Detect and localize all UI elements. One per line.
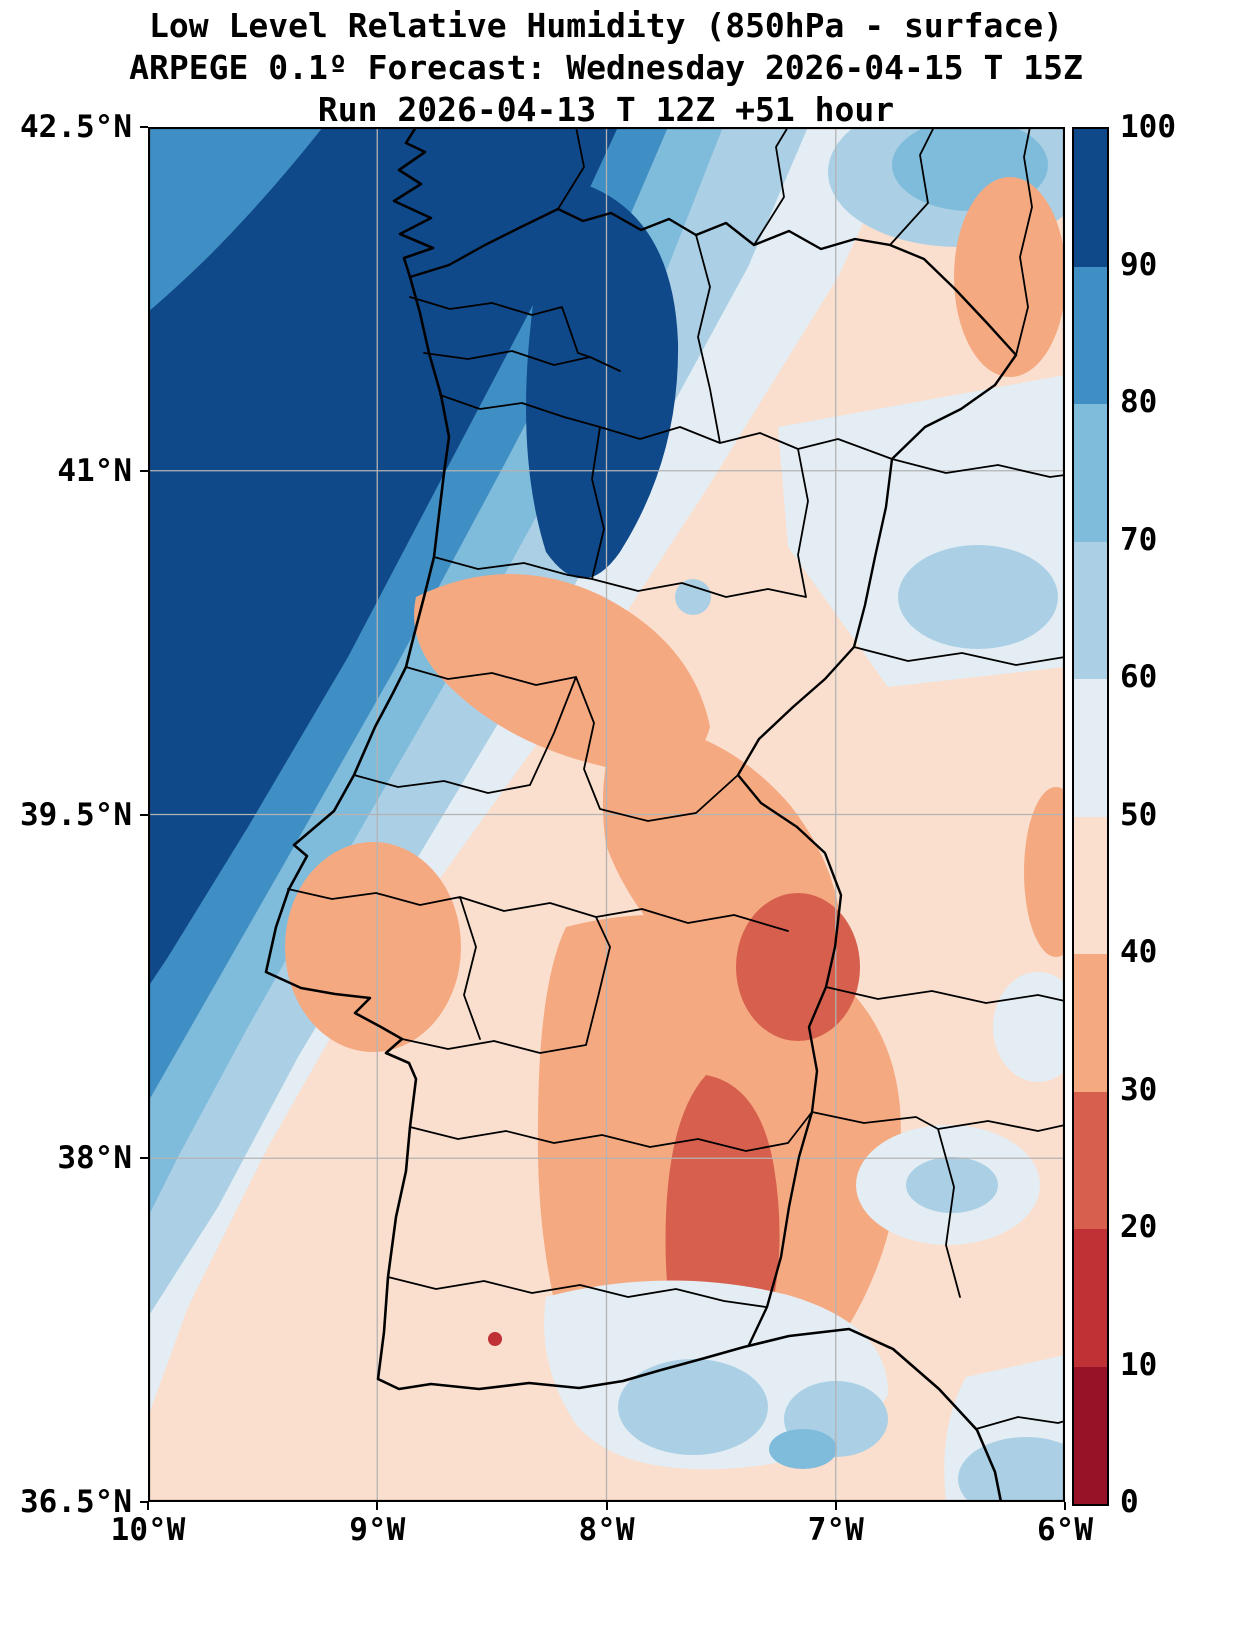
contour-band-fill <box>736 893 860 1041</box>
colorbar <box>1072 127 1109 1506</box>
colorbar-tick-label: 20 <box>1120 1209 1158 1245</box>
x-tick-mark <box>834 1502 837 1510</box>
y-tick-label: 39.5°N <box>20 796 132 833</box>
colorbar-tick-label: 40 <box>1120 934 1158 970</box>
x-tick-mark <box>147 1502 149 1510</box>
colorbar-tick-label: 90 <box>1120 246 1158 283</box>
colorbar-band <box>1074 129 1107 267</box>
colorbar-band <box>1074 404 1107 542</box>
contour-band-fill <box>898 545 1058 649</box>
y-tick-label: 42.5°N <box>20 109 132 145</box>
contour-band-fill <box>488 1332 502 1346</box>
district-boundaries <box>287 127 1065 1430</box>
x-tick-label: 8°W <box>578 1512 635 1548</box>
colorbar-tick-label: 100 <box>1120 109 1176 145</box>
y-tick-label: 41°N <box>57 452 132 489</box>
colorbar-tick-label: 10 <box>1120 1346 1158 1383</box>
colorbar-band <box>1074 1366 1107 1504</box>
gridlines <box>148 127 1065 1502</box>
title-line-3: Run 2026-04-13 T 12Z +51 hour <box>317 90 895 129</box>
contour-band-fill <box>954 177 1065 377</box>
contour-band-fill <box>285 842 461 1052</box>
colorbar-band <box>1074 1091 1107 1229</box>
map-plot <box>148 127 1065 1502</box>
contour-band-fill <box>906 1157 998 1213</box>
contour-band-fill <box>769 1429 837 1469</box>
x-tick-mark <box>376 1502 379 1510</box>
contour-band-fill <box>526 182 679 579</box>
y-tick-mark <box>140 1501 148 1503</box>
colorbar-band <box>1074 1229 1107 1367</box>
y-tick-label: 38°N <box>57 1140 132 1177</box>
y-tick-mark <box>140 1157 148 1160</box>
colorbar-tick-label: 50 <box>1120 796 1158 833</box>
y-tick-mark <box>140 126 148 128</box>
colorbar-band <box>1074 541 1107 679</box>
x-tick-mark <box>605 1502 608 1510</box>
y-tick-mark <box>140 469 148 472</box>
colorbar-band <box>1074 266 1107 404</box>
contour-band-fill <box>618 1359 768 1455</box>
x-tick-mark <box>1064 1502 1066 1510</box>
colorbar-tick-label: 30 <box>1120 1071 1158 1108</box>
colorbar-band <box>1074 679 1107 817</box>
y-tick-mark <box>140 813 148 816</box>
contour-band-fill <box>148 127 323 312</box>
x-tick-label: 7°W <box>807 1512 864 1548</box>
colorbar-band <box>1074 816 1107 954</box>
colorbar-tick-label: 70 <box>1120 521 1158 558</box>
contour-band-fill <box>1024 787 1065 957</box>
x-tick-label: 6°W <box>1037 1512 1093 1548</box>
country-border <box>408 207 1018 1347</box>
colorbar-tick-label: 80 <box>1120 384 1158 420</box>
colorbar-band <box>1074 954 1107 1092</box>
colorbar-tick-label: 0 <box>1120 1484 1139 1520</box>
x-tick-label: 9°W <box>349 1512 406 1548</box>
contour-band-fill <box>675 579 711 615</box>
map-frame <box>148 127 1065 1502</box>
title-line-1: Low Level Relative Humidity (850hPa - su… <box>149 6 1063 45</box>
x-tick-label: 10°W <box>110 1512 186 1548</box>
coastline <box>264 127 1003 1502</box>
contour-band-fill <box>958 1437 1065 1502</box>
contour-band-fill <box>148 127 618 987</box>
y-tick-label: 36.5°N <box>20 1484 132 1520</box>
colorbar-tick-label: 60 <box>1120 659 1158 695</box>
title-line-2: ARPEGE 0.1º Forecast: Wednesday 2026-04-… <box>129 48 1083 87</box>
